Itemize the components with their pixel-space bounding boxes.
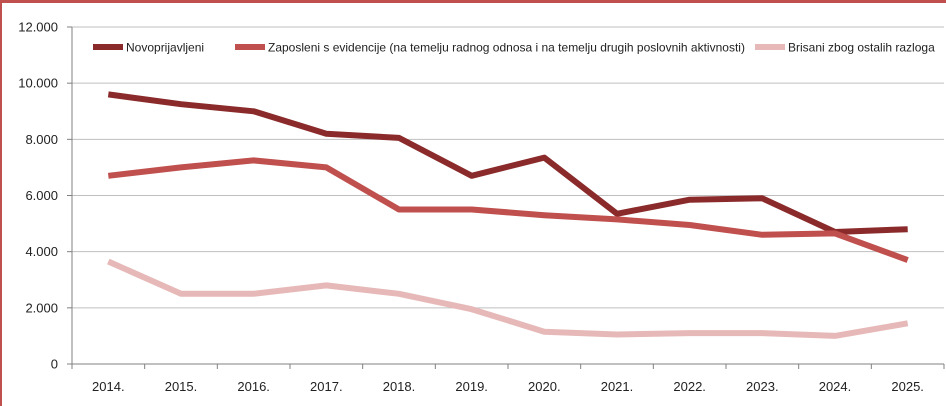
x-tick-label: 2025. (891, 379, 924, 394)
y-tick-label: 12.000 (18, 20, 58, 35)
y-tick-label: 2.000 (25, 300, 58, 315)
left-border (0, 0, 2, 406)
gridlines (72, 26, 944, 309)
top-border (0, 0, 946, 3)
y-tick-label: 10.000 (18, 76, 58, 91)
legend-label-1: Novoprijavljeni (126, 41, 204, 55)
x-tick-label: 2021. (601, 379, 634, 394)
x-tick-label: 2024. (819, 379, 852, 394)
y-tick-label: 4.000 (25, 244, 58, 259)
x-tick-label: 2020. (528, 379, 561, 394)
y-axis-ticks: 0 2.000 4.000 6.000 8.000 10.000 12.000 (18, 20, 58, 372)
x-tick-label: 2015. (165, 379, 198, 394)
x-tick-label: 2017. (310, 379, 343, 394)
series-line-1 (107, 91, 908, 235)
series-line-3 (107, 258, 909, 339)
legend: Novoprijavljeni Zaposleni s evidencije (n… (93, 41, 935, 55)
x-tick-label: 2016. (237, 379, 270, 394)
axes (67, 26, 945, 369)
x-tick-label: 2014. (92, 379, 125, 394)
y-tick-label: 0 (51, 357, 58, 372)
legend-label-3: Brisani zbog ostalih razloga (788, 41, 935, 55)
series-lines (107, 91, 909, 339)
legend-label-2: Zaposleni s evidencije (na temelju radno… (268, 41, 745, 55)
x-tick-label: 2023. (746, 379, 779, 394)
x-tick-label: 2022. (673, 379, 706, 394)
y-tick-label: 8.000 (25, 132, 58, 147)
series-line-2 (107, 157, 909, 263)
x-tick-label: 2018. (383, 379, 416, 394)
x-tick-label: 2019. (455, 379, 488, 394)
y-tick-label: 6.000 (25, 188, 58, 203)
x-axis-ticks: 2014. 2015. 2016. 2017. 2018. 2019. 2020. 2021.… (92, 379, 924, 394)
